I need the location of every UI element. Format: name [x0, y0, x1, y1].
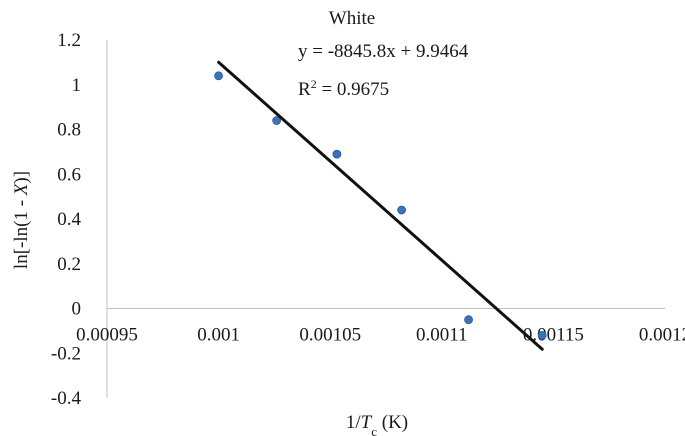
data-point: [397, 205, 407, 215]
trendline-equation: y = -8845.8x + 9.9464 R2 = 0.9675: [298, 41, 469, 100]
trendline-equation-label: y = -8845.8x + 9.9464: [298, 41, 469, 62]
data-points: [214, 71, 547, 340]
r-squared-value: = 0.9675: [317, 79, 389, 100]
y-axis-title: ln[-ln(1 - X)]: [11, 171, 32, 269]
data-point: [537, 330, 547, 340]
trendline: [217, 60, 544, 351]
y-tick-label: 0: [72, 299, 82, 320]
x-tick-label: 0.00095: [76, 325, 138, 346]
data-point: [214, 71, 224, 81]
data-point: [464, 315, 473, 325]
x-axis-title: 1/Tc (K): [346, 412, 408, 436]
r-squared-label: R2 = 0.9675: [298, 77, 389, 100]
x-tick-label: 0.00115: [523, 325, 584, 346]
chart-title: White: [329, 8, 375, 29]
r-squared-prefix: R: [298, 79, 311, 100]
y-tick-label: 1: [72, 75, 82, 96]
x-tick-label: 0.00105: [299, 325, 361, 346]
y-tick-label: 0.4: [57, 209, 81, 230]
x-axis: 0.00095 0.001 0.00105 0.0011 0.00115 0.0012: [76, 308, 685, 346]
y-tick-label: 0.6: [57, 164, 81, 185]
y-tick-label: 0.8: [57, 120, 81, 141]
y-tick-label: 0.2: [57, 254, 81, 275]
x-axis-title-prefix: 1/: [346, 412, 362, 433]
x-tick-label: 0.001: [197, 325, 240, 346]
trendline-line: [217, 60, 544, 351]
r-squared-sup: 2: [311, 77, 317, 91]
y-tick-label: -0.2: [51, 343, 81, 364]
x-axis-title-suffix: (K): [377, 412, 408, 433]
data-point: [272, 116, 282, 125]
y-tick-label: -0.4: [51, 388, 82, 409]
y-axis-title-suffix: )]: [11, 171, 32, 184]
x-axis-title-sub: c: [371, 424, 377, 436]
data-point: [332, 149, 342, 159]
x-tick-label: 0.0012: [639, 325, 685, 346]
x-axis-title-var: T: [361, 412, 373, 433]
y-tick-label: 1.2: [57, 30, 81, 51]
y-axis-title-prefix: ln[-ln(1 -: [11, 195, 32, 269]
y-axis-title-var: X: [11, 182, 32, 196]
x-tick-label: 0.0011: [416, 325, 468, 346]
y-axis: -0.4 -0.2 0 0.2 0.4 0.6 0.8 1 1.2: [51, 30, 108, 409]
